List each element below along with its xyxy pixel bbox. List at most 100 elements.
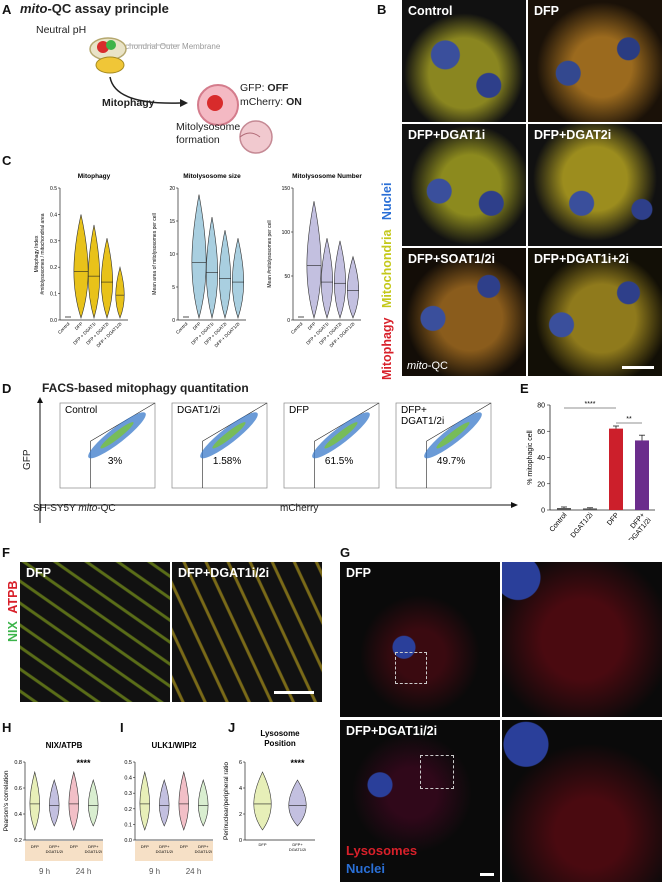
group-label: 24 h	[76, 867, 92, 876]
side-mitophagy: Mitophagy	[380, 317, 394, 381]
y-tick-label: 0.3	[50, 239, 57, 245]
facs-x-axis-label: mCherry	[280, 503, 319, 514]
y-axis-label: Pearson's correlation	[3, 770, 10, 831]
sig-label: **	[626, 416, 632, 423]
image-tile-f-dfp: DFP	[20, 562, 170, 702]
y-tick-label: 40	[537, 455, 545, 462]
gfp-dot	[106, 40, 116, 50]
group-band	[25, 841, 103, 861]
group-label: 9 h	[149, 867, 160, 876]
y-axis-label: % mitophagic cell	[527, 430, 534, 485]
y-tick-label: 0.4	[14, 812, 22, 818]
x-cat-label: DFP	[74, 321, 84, 331]
violin-i	[198, 779, 209, 827]
panel-e-letter: E	[520, 381, 529, 396]
svg-text:DFP: DFP	[31, 844, 39, 849]
y-tick-label: 50	[284, 274, 290, 280]
scale-bar-g	[480, 873, 494, 876]
side-nuclei: Nuclei	[380, 182, 394, 221]
y-tick-label: 100	[282, 230, 291, 236]
violin-title: Mitolysosome Number	[292, 173, 362, 180]
svg-text:DFP+DGAT1/2i: DFP+ DGAT1/2i	[195, 844, 212, 854]
mitolysosome-label1: Mitolysosome	[176, 121, 241, 133]
panel-b-side-label: Mitophagy Mitochondria Nuclei	[380, 183, 394, 380]
panel-b-letter: B	[377, 2, 387, 17]
mcherry-state: mCherry: ON	[240, 96, 302, 108]
svg-text:DFP+DGAT1/2i: DFP+ DGAT1/2i	[85, 844, 102, 854]
y-tick-label: 2	[239, 812, 242, 818]
x-cat-label: DFP+DGAT1/2i	[622, 511, 653, 540]
mitophagy-arrow	[109, 76, 181, 104]
y-tick-label: 10	[169, 252, 175, 258]
panel-a-letter: A	[2, 2, 12, 17]
svg-text:DFP: DFP	[70, 844, 78, 849]
violin-title: Mitophagy	[78, 173, 111, 180]
x-cat-label: Control	[290, 321, 304, 335]
image-tile-f-dfp-dgat: DFP+DGAT1i/2i	[172, 562, 322, 702]
violin-y-label: Mean area of mitolysosomes per cell	[152, 213, 158, 294]
panel-d-letter: D	[2, 381, 12, 396]
y-tick-label: 0.2	[14, 838, 22, 844]
y-tick-label: 0	[287, 318, 290, 324]
side-mitochondria: Mitochondria	[380, 229, 394, 309]
bar	[557, 508, 571, 510]
violin-i	[178, 770, 189, 831]
violin-shape	[206, 216, 218, 320]
y-tick-label: 20	[169, 186, 175, 192]
violin-shape	[219, 230, 231, 320]
image-tile-g-dfp: DFP	[340, 562, 500, 717]
svg-text:DFP+DGAT1/2i: DFP+ DGAT1/2i	[156, 844, 173, 854]
cell-line-label: SH-SY5Y mito-QC	[33, 503, 116, 514]
panel-a-title: mito-QC assay principle	[20, 1, 169, 16]
y-tick-label: 0.2	[50, 265, 57, 271]
bar	[583, 508, 597, 510]
violin-y-label: Mitophagy Index#mitolysosomes / mitochon…	[34, 213, 46, 294]
panel-a-title-rest: -QC assay principle	[47, 1, 169, 16]
violin-shape	[306, 201, 322, 320]
image-tile-dfp-dgat1i-2i: DFP+DGAT1i+2i	[528, 248, 662, 376]
violin-h	[49, 779, 60, 827]
x-cat-label: Control	[57, 321, 71, 335]
x-cat-label: Control	[549, 511, 569, 533]
scale-bar	[622, 366, 654, 369]
image-tile-dfp-dgat1i: DFP+DGAT1i	[402, 124, 526, 246]
panel-f-side-label: NIX ATPB	[6, 580, 20, 642]
mitolysosome-label2: formation	[176, 134, 220, 146]
plot-title: Position	[264, 739, 296, 748]
mcherry-dot	[97, 41, 109, 53]
violin-h	[29, 770, 40, 831]
neutral-ph-label: Neutral pH	[36, 24, 87, 36]
image-tile-g-dfp-dgat: DFP+DGAT1i/2i Lysosomes Nuclei	[340, 720, 500, 882]
scale-bar-f	[274, 691, 314, 694]
panel-h-letter: H	[2, 720, 12, 735]
facs-percent: 1.58%	[213, 456, 241, 467]
facs-label: Control	[65, 405, 97, 416]
y-tick-label: 0.5	[124, 760, 132, 766]
y-tick-label: 0.2	[124, 807, 132, 813]
y-tick-label: 0.8	[14, 760, 22, 766]
facs-panel: Control3%DGAT1/2i1.58%DFP61.5%DFP+DGAT1/…	[37, 397, 518, 523]
facs-label: DFP+	[401, 405, 427, 416]
panel-f-letter: F	[2, 545, 10, 560]
y-tick-label: 0.4	[50, 212, 57, 218]
violin-shape	[321, 238, 333, 319]
group-label: 9 h	[39, 867, 50, 876]
violin-h	[88, 779, 99, 827]
plot-title: Lysosome	[260, 729, 300, 738]
bar-chart-e: 0 20 40 60 80 % mitophagic cell Control DGAT1/2…	[527, 401, 655, 540]
y-tick-label: 5	[172, 285, 175, 291]
image-tile-g-dfp-dgat-zoom	[502, 720, 662, 882]
sig-label: ****	[290, 758, 305, 768]
mitophagy-label: Mitophagy	[102, 97, 155, 109]
mito-qc-schematic	[89, 37, 273, 154]
plot-title: ULK1/WIPI2	[152, 741, 197, 750]
violin-shape	[232, 238, 244, 319]
sig-label: ****	[585, 401, 596, 408]
y-tick-label: 80	[537, 403, 545, 410]
y-tick-label: 60	[537, 429, 545, 436]
legend-lysosomes: Lysosomes	[346, 843, 418, 858]
facs-percent: 3%	[108, 456, 123, 467]
y-tick-label: 20	[537, 481, 545, 488]
y-tick-label: 0.0	[50, 318, 57, 324]
x-cat-label: DFP	[259, 842, 267, 847]
